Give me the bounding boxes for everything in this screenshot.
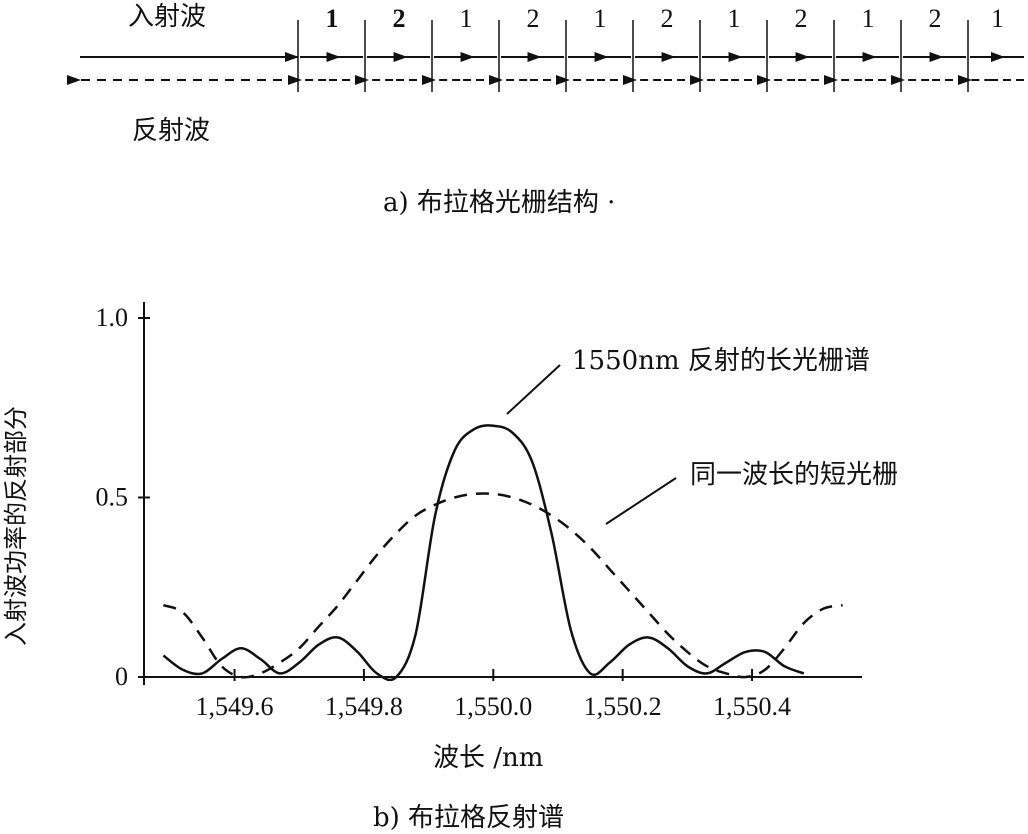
segment-label: 1	[861, 4, 875, 33]
segment-label: 1	[593, 4, 607, 33]
segment-label: 2	[660, 4, 674, 33]
y-axis-label: 入射波功率的反射部分	[2, 406, 30, 646]
y-tick-label: 1.0	[96, 303, 129, 332]
annotation-long-grating: 1550nm 反射的长光栅谱	[572, 346, 870, 376]
incident-wave-label: 入射波	[128, 2, 207, 32]
x-tick-label: 1,549.8	[325, 692, 403, 721]
x-tick-label: 1,549.6	[196, 692, 274, 721]
segment-label: 1	[991, 4, 1004, 33]
annotation-leader-short	[605, 477, 677, 525]
y-tick-label: 0.5	[96, 483, 129, 512]
x-tick-label: 1,550.2	[584, 692, 662, 721]
short-grating-curve	[162, 492, 843, 679]
x-tick-label: 1,550.0	[454, 692, 532, 721]
annotation-leader-long	[506, 364, 561, 415]
segment-label: 1	[325, 4, 339, 33]
segment-label: 2	[526, 4, 540, 33]
segment-label: 2	[928, 4, 942, 33]
caption-b: b) 布拉格反射谱	[373, 803, 565, 833]
y-tick-label: 0	[115, 662, 128, 691]
segment-label: 1	[727, 4, 741, 33]
grating-structure-diagram	[67, 20, 1024, 92]
x-axis-label: 波长 /nm	[433, 743, 544, 773]
reflected-wave-label: 反射波	[132, 116, 211, 146]
segment-label: 2	[794, 4, 808, 33]
x-tick-label: 1,550.4	[713, 692, 791, 721]
segment-label: 2	[392, 4, 406, 33]
segment-label: 1	[459, 4, 473, 33]
caption-a: a) 布拉格光栅结构 ·	[383, 188, 616, 218]
annotation-short-grating: 同一波长的短光栅	[690, 460, 899, 490]
